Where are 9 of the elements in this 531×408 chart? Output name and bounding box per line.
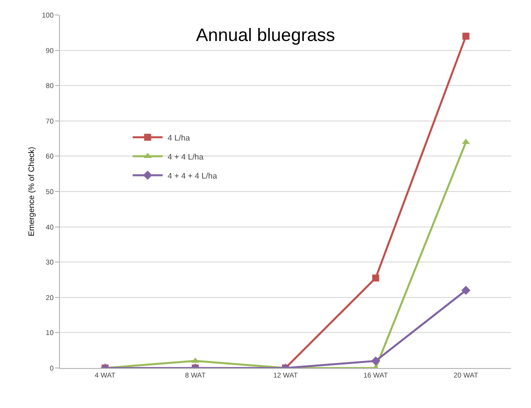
- legend-label: 4 L/ha: [168, 133, 190, 142]
- legend-label: 4 + 4 + 4 L/ha: [168, 171, 218, 180]
- y-axis-title: Emergence (% of Check): [27, 146, 36, 236]
- legend-label: 4 + 4 L/ha: [168, 152, 204, 162]
- text: Annual bluegrass: [196, 25, 336, 46]
- point: [372, 274, 380, 282]
- point: [461, 286, 470, 295]
- point: [462, 32, 470, 40]
- point: [191, 357, 200, 363]
